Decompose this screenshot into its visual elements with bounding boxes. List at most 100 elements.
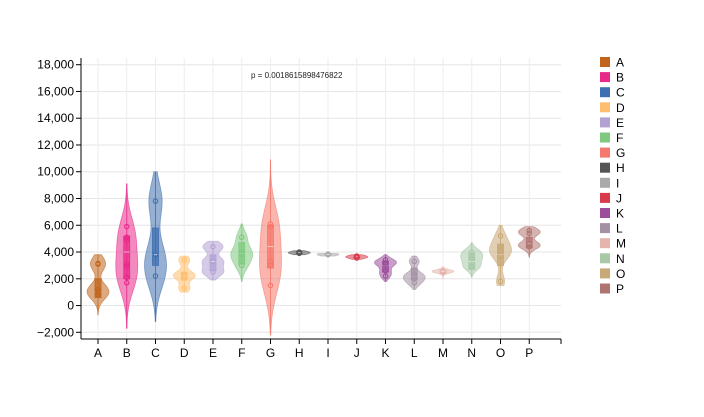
data-point <box>468 255 475 262</box>
data-point <box>239 262 245 269</box>
x-tick-label: A <box>94 346 102 360</box>
legend-label-J: J <box>616 191 622 205</box>
legend-swatch-M <box>600 238 610 249</box>
violin-box <box>123 235 131 280</box>
legend-swatch-L <box>600 223 610 234</box>
data-point <box>526 243 532 250</box>
violin-F <box>230 223 254 282</box>
legend-label-M: M <box>616 237 626 251</box>
data-point <box>210 269 216 275</box>
x-tick-label: E <box>209 346 217 360</box>
data-point <box>239 234 245 241</box>
data-point <box>124 263 130 270</box>
legend-label-K: K <box>616 207 624 221</box>
data-point <box>526 241 532 247</box>
legend-label-L: L <box>616 222 623 236</box>
legend-label-B: B <box>616 71 624 85</box>
data-point <box>181 272 188 278</box>
legend-label-A: A <box>616 56 624 70</box>
y-tick-label: 12,000 <box>37 138 74 152</box>
legend-label-D: D <box>616 101 625 115</box>
y-tick-label: 8,000 <box>44 192 74 206</box>
violin-M <box>431 266 455 279</box>
x-tick-label: D <box>180 346 189 360</box>
data-point <box>124 280 130 286</box>
violin-H <box>287 249 311 257</box>
violin-box <box>525 236 533 249</box>
x-tick-label: F <box>238 346 245 360</box>
data-point <box>267 282 274 289</box>
data-point <box>181 257 188 263</box>
legend-label-G: G <box>616 146 625 160</box>
data-point <box>124 223 130 230</box>
data-point <box>124 234 130 241</box>
data-point <box>267 223 274 230</box>
data-point <box>152 251 159 258</box>
y-tick-label: 16,000 <box>37 84 74 98</box>
x-tick-label: G <box>266 346 275 360</box>
violin-P <box>517 226 541 258</box>
x-tick-label: I <box>326 346 329 360</box>
violin-N <box>460 242 484 278</box>
legend-swatch-A <box>600 57 610 67</box>
violin-C <box>144 171 167 322</box>
y-tick-label: 2,000 <box>44 272 74 286</box>
legend-swatch-O <box>600 268 610 279</box>
data-point <box>440 268 446 274</box>
legend-swatch-D <box>600 102 610 113</box>
axes: −2,000 0 2,000 4,000 6,000 8,000 10,000 12,000 1… <box>37 58 562 360</box>
data-point <box>124 261 130 267</box>
data-point <box>239 251 245 258</box>
data-point <box>210 243 216 250</box>
p-value-annotation: p = 0.0018615898476822 <box>251 71 343 80</box>
data-point <box>353 253 360 260</box>
violin-A <box>86 254 110 316</box>
legend-swatch-F <box>600 132 610 143</box>
legend-swatch-I <box>600 177 610 188</box>
legend-swatch-N <box>600 253 610 264</box>
data-point <box>239 249 245 255</box>
data-point <box>411 280 417 286</box>
data-point <box>411 258 417 265</box>
y-tick-label: 0 <box>67 299 74 313</box>
data-point <box>124 237 130 243</box>
x-tick-label: O <box>496 346 505 360</box>
legend-swatch-H <box>600 162 610 173</box>
x-tick-label: C <box>151 346 160 360</box>
data-point <box>468 263 475 270</box>
violins-layer <box>86 159 541 336</box>
legend-label-O: O <box>616 267 625 281</box>
legend-label-P: P <box>616 282 624 296</box>
data-point <box>382 259 389 266</box>
legend-label-I: I <box>616 176 619 190</box>
x-tick-label: M <box>438 346 448 360</box>
y-tick-label: 18,000 <box>37 58 74 72</box>
violin-G <box>259 159 282 336</box>
violin-box <box>209 254 217 272</box>
x-tick-label: K <box>381 346 389 360</box>
data-point <box>325 251 331 257</box>
data-point <box>95 286 101 293</box>
data-point <box>382 268 389 274</box>
y-tick-label: 4,000 <box>44 245 74 259</box>
x-tick-label: P <box>525 346 533 360</box>
legend-swatch-C <box>600 87 610 98</box>
data-point <box>497 243 504 250</box>
legend-swatch-K <box>600 208 610 218</box>
violin-E <box>201 240 225 281</box>
x-tick-label: J <box>354 346 360 360</box>
x-tick-label: H <box>295 346 304 360</box>
data-point <box>267 221 274 227</box>
data-point <box>411 272 417 278</box>
violin-B <box>115 183 139 329</box>
data-point <box>497 278 504 285</box>
data-point <box>210 258 216 265</box>
violin-O <box>489 224 512 286</box>
data-point <box>267 258 274 265</box>
legend-label-H: H <box>616 161 625 175</box>
legend-label-F: F <box>616 131 623 145</box>
legend-swatch-E <box>600 117 610 128</box>
data-point <box>382 257 389 263</box>
data-point <box>95 288 101 295</box>
